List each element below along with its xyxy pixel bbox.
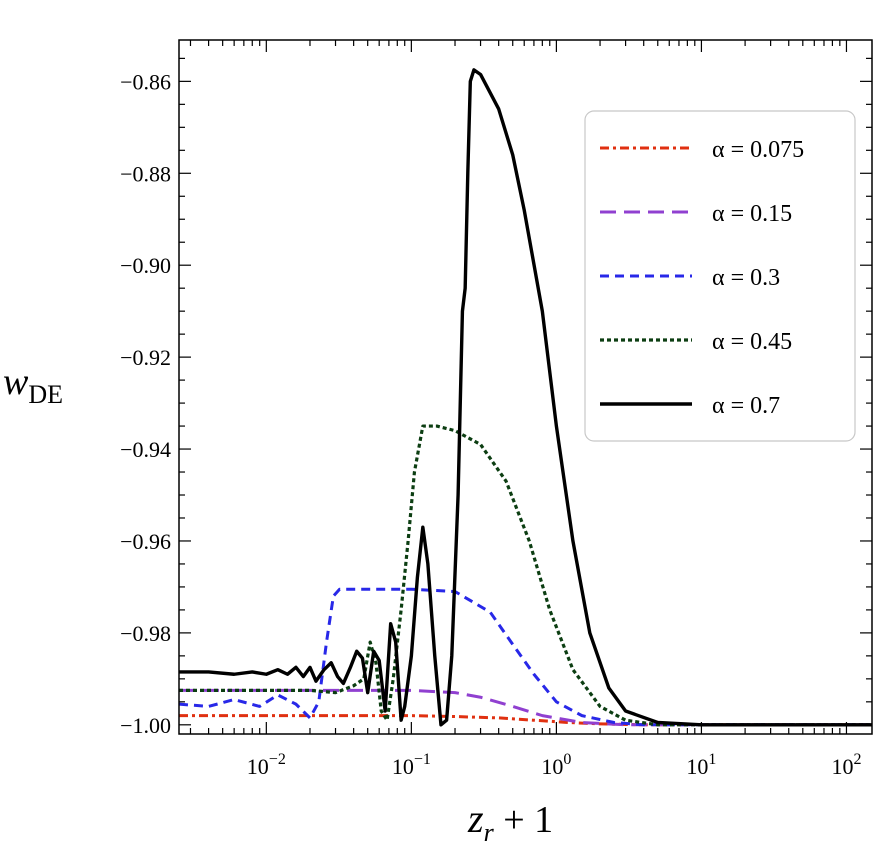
x-tick-exponent: 1 bbox=[708, 751, 716, 768]
y-tick-label: −0.90 bbox=[120, 253, 171, 278]
series-line-2 bbox=[179, 587, 872, 727]
series-line-3 bbox=[179, 424, 872, 727]
x-tick-label: 101 bbox=[686, 751, 716, 779]
x-tick-label: 10−2 bbox=[247, 751, 286, 779]
plot-frame bbox=[178, 39, 873, 735]
x-tick-base: 10 bbox=[686, 754, 708, 779]
x-axis-label: zr + 1 bbox=[467, 796, 553, 847]
x-tick-base: 10 bbox=[831, 754, 853, 779]
x-tick-base: 10 bbox=[247, 754, 269, 779]
x-tick-label: 102 bbox=[831, 751, 861, 779]
legend-label-3: α = 0.45 bbox=[712, 329, 792, 355]
x-tick-exponent: −2 bbox=[269, 751, 286, 768]
tick-layer bbox=[179, 40, 872, 734]
y-tick-label: −0.98 bbox=[120, 621, 171, 646]
legend: α = 0.075 α = 0.15 α = 0.3 α = 0.45 α = 0.7 bbox=[584, 110, 856, 442]
x-tick-base: 10 bbox=[541, 754, 563, 779]
legend-box bbox=[584, 110, 856, 442]
x-tick-exponent: −1 bbox=[414, 751, 431, 768]
x-tick-label: 10−1 bbox=[392, 751, 431, 779]
legend-label-0: α = 0.075 bbox=[712, 137, 804, 163]
y-tick-label: −0.92 bbox=[120, 345, 171, 370]
x-tick-base: 10 bbox=[392, 754, 414, 779]
series-layer bbox=[179, 68, 872, 727]
x-tick-exponent: 0 bbox=[563, 751, 571, 768]
y-axis-label: wDE bbox=[3, 361, 63, 409]
y-tick-label: −0.88 bbox=[120, 161, 171, 186]
series-line-1 bbox=[179, 688, 872, 727]
y-tick-label: −0.96 bbox=[120, 529, 171, 554]
legend-label-1: α = 0.15 bbox=[712, 201, 792, 227]
legend-label-4: α = 0.7 bbox=[712, 393, 780, 419]
tick-label-layer: −0.86 −0.88 −0.90 −0.92 −0.94 −0.96 −0.98 −1.00… bbox=[120, 69, 861, 779]
legend-label-2: α = 0.3 bbox=[712, 265, 780, 291]
x-tick-exponent: 2 bbox=[853, 751, 861, 768]
series-line-4 bbox=[179, 68, 872, 727]
y-tick-label: −0.94 bbox=[120, 437, 171, 462]
y-tick-label: −1.00 bbox=[120, 713, 171, 738]
x-tick-label: 100 bbox=[541, 751, 571, 779]
y-tick-label: −0.86 bbox=[120, 69, 171, 94]
